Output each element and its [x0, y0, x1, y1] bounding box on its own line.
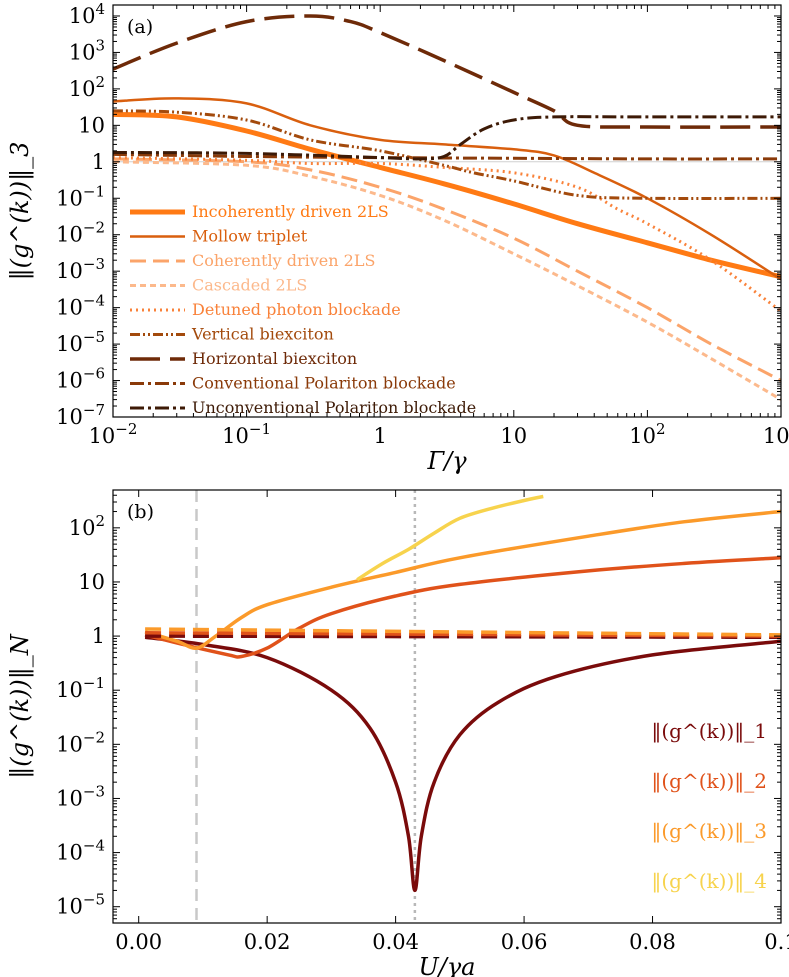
legend-entry: Detuned photon blockade — [192, 300, 401, 319]
y-tick-label: 10−5 — [56, 891, 105, 919]
y-axis-label: ‖(g^(k))‖_3 — [6, 142, 35, 281]
y-axis-label: ‖(g^(k))‖_N — [6, 633, 35, 778]
y-tick-label: 10−2 — [56, 728, 105, 756]
series-line-1 — [113, 111, 781, 280]
legend-entry: Coherently driven 2LS — [192, 251, 375, 270]
series-line-7 — [145, 627, 781, 637]
y-tick-label: 10−4 — [56, 292, 105, 320]
panel-label: (a) — [127, 16, 153, 38]
series-line-4 — [356, 494, 544, 582]
series-line-8 — [113, 152, 781, 161]
y-tick-label: 10−1 — [56, 182, 105, 210]
x-tick-label: 10 — [500, 424, 527, 448]
series-line-2 — [144, 556, 781, 659]
y-tick-label: 10−6 — [56, 365, 105, 393]
y-tick-label: 10−5 — [56, 328, 105, 356]
y-tick-label: 10−4 — [56, 837, 105, 865]
y-tick-label: 1 — [92, 150, 105, 174]
axes-frame — [112, 4, 782, 418]
x-tick-label: 0.06 — [501, 930, 548, 954]
legend-entry: ‖(g^(k))‖_2 — [651, 769, 767, 794]
legend-entry: Mollow triplet — [192, 227, 308, 246]
x-tick-label: 0.00 — [115, 930, 162, 954]
legend-entry: ‖(g^(k))‖_3 — [651, 819, 767, 844]
legend-entry: Vertical biexciton — [191, 325, 334, 344]
y-tick-label: 10−3 — [56, 782, 105, 810]
y-tick-label: 10−1 — [56, 674, 105, 702]
y-tick-label: 10−3 — [56, 255, 105, 283]
legend-entry: Unconventional Polariton blockade — [192, 398, 476, 417]
y-tick-label: 102 — [69, 73, 105, 101]
x-axis-label: Γ/γ — [426, 447, 467, 475]
series-line-2 — [113, 97, 781, 281]
x-tick-label: 0.08 — [629, 930, 676, 954]
legend-entry: Horizontal biexciton — [192, 349, 357, 368]
x-tick-label: 1 — [374, 424, 387, 448]
series-line-3 — [113, 157, 781, 382]
x-tick-label: 0.04 — [372, 930, 419, 954]
x-tick-label: 0.1 — [764, 930, 789, 954]
x-tick-label: 102 — [629, 420, 665, 448]
y-tick-label: 10 — [78, 570, 105, 594]
series-line-4 — [113, 160, 781, 401]
legend-entry: Conventional Polariton blockade — [192, 374, 456, 393]
panel-label: (b) — [127, 501, 154, 523]
series-line-6 — [113, 109, 781, 200]
panel-a: 10−2 10−1 1 10 102 103 10−7 10−6 10−5 10−4 10−3 10−… — [6, 0, 789, 475]
legend-entry: Cascaded 2LS — [192, 276, 307, 295]
y-tick-label: 10−7 — [56, 401, 105, 429]
x-tick-label: 10−2 — [89, 420, 138, 448]
series-group — [144, 494, 781, 893]
panel-b: 0.00 0.02 0.04 0.06 0.08 0.1 10−5 10−4 10−3 10−2 1… — [6, 489, 789, 977]
series-line-6 — [145, 631, 781, 638]
series-line-5 — [145, 634, 781, 640]
x-axis-label: U/γa — [419, 953, 476, 977]
series-line-9 — [113, 115, 781, 161]
x-tick-label: 103 — [763, 420, 789, 448]
y-tick-label: 10−2 — [56, 219, 105, 247]
series-line-3 — [144, 509, 781, 650]
series-group — [113, 14, 781, 401]
axes-frame — [112, 489, 782, 924]
series-line-7 — [113, 14, 781, 129]
y-tick-label: 1 — [92, 624, 105, 648]
y-tick-label: 10 — [78, 113, 105, 137]
legend-entry: Incoherently driven 2LS — [192, 202, 389, 221]
y-tick-label: 104 — [69, 0, 105, 28]
legend-entry: ‖(g^(k))‖_1 — [651, 719, 767, 744]
legend-entry: ‖(g^(k))‖_4 — [651, 869, 767, 894]
y-tick-label: 102 — [69, 512, 105, 540]
y-tick-label: 103 — [69, 36, 105, 64]
series-line-1 — [144, 635, 781, 893]
x-tick-label: 0.02 — [244, 930, 291, 954]
x-tick-label: 10−1 — [222, 420, 271, 448]
